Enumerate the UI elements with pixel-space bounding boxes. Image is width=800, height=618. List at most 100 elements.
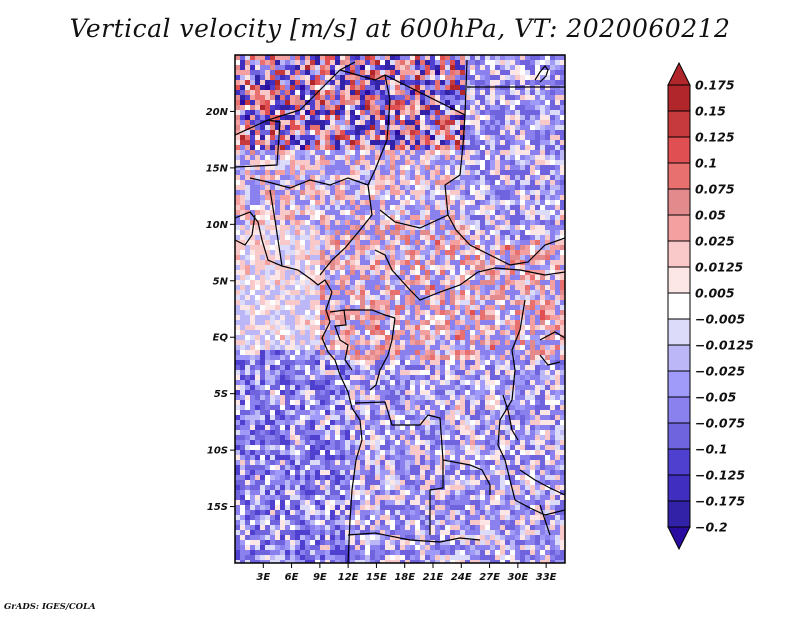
field-cell bbox=[430, 135, 435, 140]
field-cell bbox=[330, 160, 335, 165]
field-cell bbox=[505, 165, 510, 170]
field-cell bbox=[365, 305, 370, 310]
field-cell bbox=[495, 95, 500, 100]
field-cell bbox=[340, 285, 345, 290]
field-cell bbox=[490, 170, 495, 175]
field-cell bbox=[430, 80, 435, 85]
field-cell bbox=[410, 255, 415, 260]
field-cell bbox=[535, 220, 540, 225]
field-cell bbox=[495, 185, 500, 190]
field-cell bbox=[560, 375, 565, 380]
field-cell bbox=[235, 60, 240, 65]
field-cell bbox=[415, 270, 420, 275]
field-cell bbox=[250, 400, 255, 405]
field-cell bbox=[450, 430, 455, 435]
field-cell bbox=[445, 55, 450, 60]
field-cell bbox=[440, 180, 445, 185]
field-cell bbox=[305, 235, 310, 240]
field-cell bbox=[440, 255, 445, 260]
field-cell bbox=[505, 155, 510, 160]
field-cell bbox=[335, 375, 340, 380]
field-cell bbox=[475, 365, 480, 370]
field-cell bbox=[295, 395, 300, 400]
field-cell bbox=[410, 135, 415, 140]
field-cell bbox=[500, 385, 505, 390]
field-cell bbox=[525, 375, 530, 380]
field-cell bbox=[255, 265, 260, 270]
field-cell bbox=[370, 170, 375, 175]
field-cell bbox=[315, 425, 320, 430]
field-cell bbox=[430, 395, 435, 400]
field-cell bbox=[540, 90, 545, 95]
field-cell bbox=[350, 115, 355, 120]
field-cell bbox=[425, 300, 430, 305]
field-cell bbox=[460, 105, 465, 110]
field-cell bbox=[425, 315, 430, 320]
field-cell bbox=[255, 370, 260, 375]
field-cell bbox=[400, 210, 405, 215]
field-cell bbox=[295, 295, 300, 300]
field-cell bbox=[460, 300, 465, 305]
field-cell bbox=[330, 420, 335, 425]
field-cell bbox=[385, 275, 390, 280]
field-cell bbox=[335, 225, 340, 230]
field-cell bbox=[425, 165, 430, 170]
field-cell bbox=[520, 345, 525, 350]
field-cell bbox=[290, 290, 295, 295]
field-cell bbox=[325, 145, 330, 150]
field-cell bbox=[515, 330, 520, 335]
field-cell bbox=[300, 400, 305, 405]
field-cell bbox=[260, 335, 265, 340]
field-cell bbox=[410, 230, 415, 235]
field-cell bbox=[365, 60, 370, 65]
field-cell bbox=[425, 140, 430, 145]
field-cell bbox=[450, 55, 455, 60]
field-cell bbox=[340, 65, 345, 70]
field-cell bbox=[510, 285, 515, 290]
field-cell bbox=[235, 235, 240, 240]
field-cell bbox=[515, 75, 520, 80]
field-cell bbox=[260, 140, 265, 145]
field-cell bbox=[240, 105, 245, 110]
field-cell bbox=[285, 345, 290, 350]
field-cell bbox=[465, 405, 470, 410]
field-cell bbox=[280, 125, 285, 130]
field-cell bbox=[405, 125, 410, 130]
field-cell bbox=[300, 165, 305, 170]
field-cell bbox=[445, 335, 450, 340]
field-cell bbox=[460, 240, 465, 245]
field-cell bbox=[540, 240, 545, 245]
field-cell bbox=[285, 70, 290, 75]
field-cell bbox=[255, 300, 260, 305]
field-cell bbox=[390, 200, 395, 205]
field-cell bbox=[475, 315, 480, 320]
field-cell bbox=[280, 245, 285, 250]
field-cell bbox=[245, 220, 250, 225]
field-cell bbox=[440, 185, 445, 190]
field-cell bbox=[530, 180, 535, 185]
field-cell bbox=[440, 155, 445, 160]
field-cell bbox=[425, 205, 430, 210]
field-cell bbox=[510, 170, 515, 175]
field-cell bbox=[500, 240, 505, 245]
field-cell bbox=[495, 355, 500, 360]
field-cell bbox=[400, 325, 405, 330]
field-cell bbox=[520, 150, 525, 155]
field-cell bbox=[440, 230, 445, 235]
field-cell bbox=[305, 125, 310, 130]
field-cell bbox=[250, 95, 255, 100]
field-cell bbox=[320, 105, 325, 110]
field-cell bbox=[410, 105, 415, 110]
field-cell bbox=[440, 85, 445, 90]
field-cell bbox=[255, 165, 260, 170]
field-cell bbox=[295, 160, 300, 165]
field-cell bbox=[260, 85, 265, 90]
field-cell bbox=[440, 360, 445, 365]
field-cell bbox=[335, 105, 340, 110]
field-cell bbox=[445, 250, 450, 255]
field-cell bbox=[285, 285, 290, 290]
field-cell bbox=[280, 140, 285, 145]
field-cell bbox=[480, 350, 485, 355]
field-cell bbox=[245, 430, 250, 435]
field-cell bbox=[480, 295, 485, 300]
